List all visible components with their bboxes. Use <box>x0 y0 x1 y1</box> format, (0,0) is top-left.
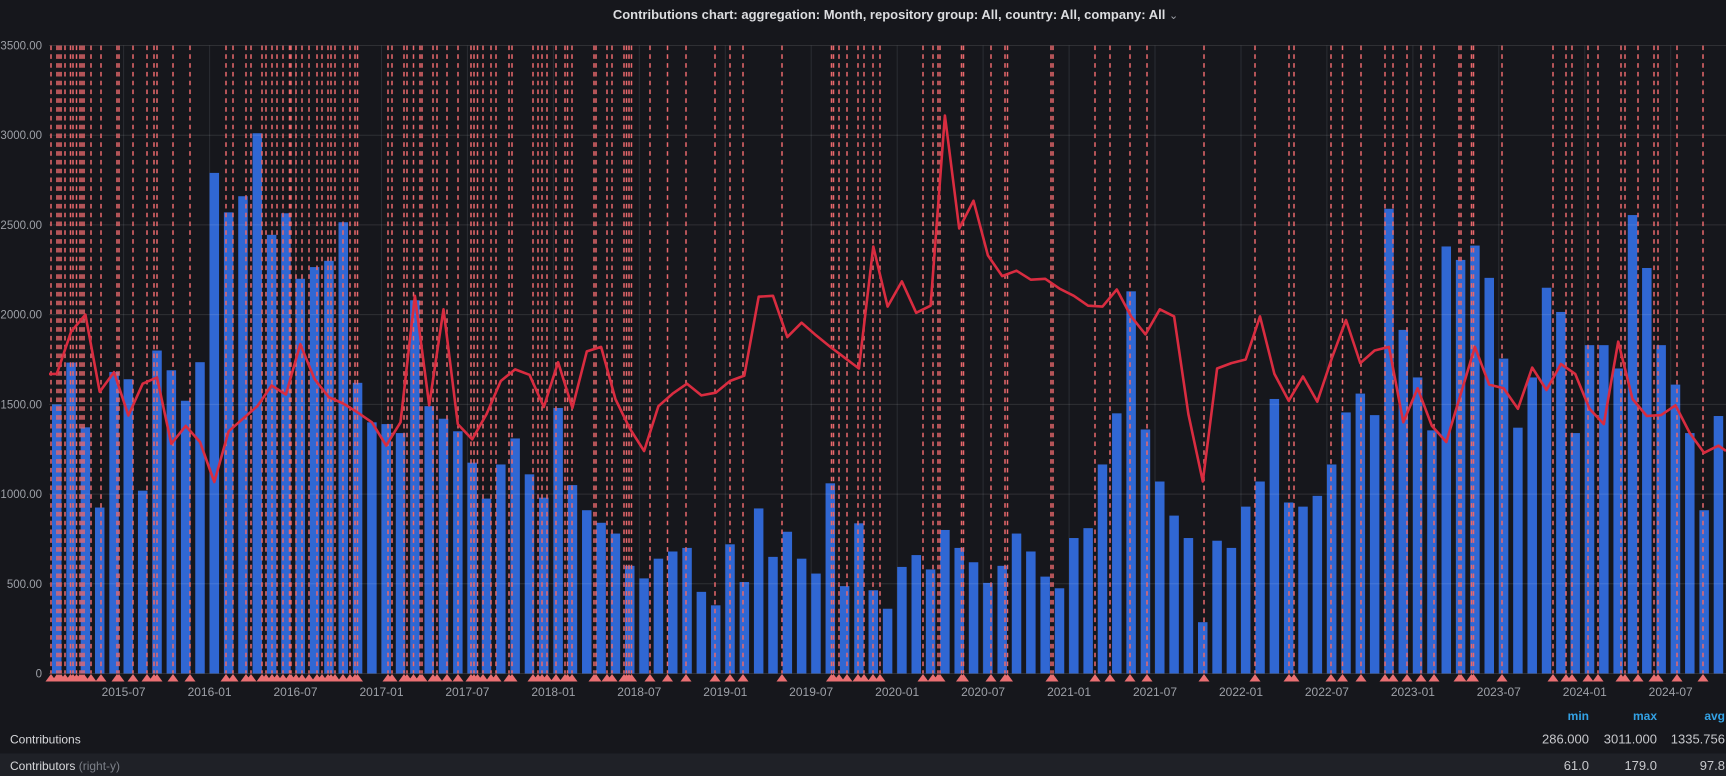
svg-text:2017-07: 2017-07 <box>445 685 489 699</box>
svg-text:Contributions: Contributions <box>10 733 81 747</box>
svg-text:2018-07: 2018-07 <box>617 685 661 699</box>
svg-text:2023-01: 2023-01 <box>1391 685 1435 699</box>
svg-text:2015-07: 2015-07 <box>102 685 146 699</box>
svg-text:avg: avg <box>1704 709 1725 723</box>
svg-text:97.8: 97.8 <box>1700 758 1725 773</box>
svg-text:min: min <box>1568 709 1589 723</box>
svg-text:2018-01: 2018-01 <box>531 685 575 699</box>
svg-text:2020-01: 2020-01 <box>875 685 919 699</box>
svg-text:1000.00: 1000.00 <box>0 489 42 501</box>
svg-text:286.000: 286.000 <box>1542 732 1589 747</box>
svg-text:2016-01: 2016-01 <box>188 685 232 699</box>
svg-text:3500.00: 3500.00 <box>0 41 42 53</box>
svg-text:3000.00: 3000.00 <box>0 130 42 142</box>
svg-text:max: max <box>1633 709 1657 723</box>
svg-text:2500.00: 2500.00 <box>0 220 42 232</box>
svg-text:Contributors (right-y): Contributors (right-y) <box>10 759 120 773</box>
svg-text:2016-07: 2016-07 <box>273 685 317 699</box>
svg-text:2023-07: 2023-07 <box>1477 685 1521 699</box>
svg-text:2021-07: 2021-07 <box>1133 685 1177 699</box>
svg-text:2019-01: 2019-01 <box>703 685 747 699</box>
svg-text:2024-01: 2024-01 <box>1563 685 1607 699</box>
svg-text:500.00: 500.00 <box>7 579 42 591</box>
svg-text:0: 0 <box>36 669 42 681</box>
svg-text:1500.00: 1500.00 <box>0 399 42 411</box>
svg-text:2017-01: 2017-01 <box>359 685 403 699</box>
svg-text:2022-07: 2022-07 <box>1305 685 1349 699</box>
svg-text:2022-01: 2022-01 <box>1219 685 1263 699</box>
svg-text:61.0: 61.0 <box>1564 758 1589 773</box>
svg-text:3011.000: 3011.000 <box>1604 732 1657 747</box>
svg-text:2020-07: 2020-07 <box>961 685 1005 699</box>
svg-text:2021-01: 2021-01 <box>1047 685 1091 699</box>
svg-text:179.0: 179.0 <box>1624 758 1657 773</box>
svg-text:2000.00: 2000.00 <box>0 310 42 322</box>
svg-text:2019-07: 2019-07 <box>789 685 833 699</box>
svg-text:2024-07: 2024-07 <box>1649 685 1693 699</box>
svg-text:1335.756: 1335.756 <box>1671 732 1725 747</box>
